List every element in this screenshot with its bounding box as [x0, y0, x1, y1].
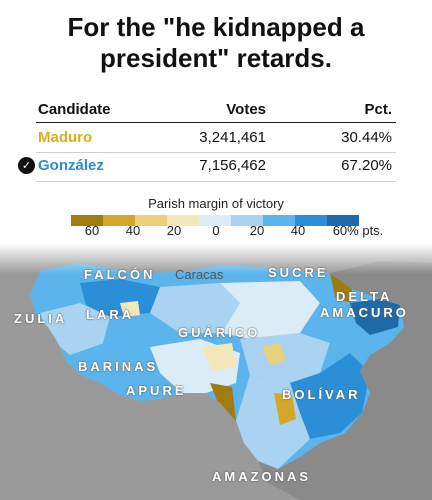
legend-swatch [167, 215, 199, 226]
vote-pct: 30.44% [341, 129, 392, 146]
legend-tick-label: 0 [212, 223, 220, 238]
header-divider [36, 122, 396, 123]
legend-swatch [135, 215, 167, 226]
label-guarico: GUÁRICO [178, 325, 261, 340]
label-barinas: BARINAS [78, 359, 159, 374]
legend-swatch [103, 215, 135, 226]
legend-swatch [231, 215, 263, 226]
legend-title: Parish margin of victory [148, 196, 284, 211]
label-apure: APURE [126, 383, 187, 398]
legend-swatch [199, 215, 231, 226]
vote-count: 3,241,461 [199, 129, 266, 146]
label-sucre: SUCRE [268, 265, 329, 280]
check-circle-icon: ✓ [18, 157, 35, 174]
label-lara: LARA [86, 307, 135, 322]
label-caracas: Caracas [175, 267, 224, 282]
label-zulia: ZULIA [14, 311, 68, 326]
candidate-name: Maduro [38, 129, 93, 146]
label-amacuro: AMACURO [320, 305, 409, 320]
legend-swatch [71, 215, 103, 226]
candidate-name: González [38, 157, 104, 174]
legend-swatch [327, 215, 359, 226]
header-candidate: Candidate [38, 101, 111, 118]
label-falcon: FALCÓN [84, 267, 156, 282]
legend-color-bar [71, 213, 359, 226]
headline-line-1: For the "he kidnapped a [67, 12, 365, 42]
header-pct: Pct. [364, 101, 392, 118]
legend-swatch [295, 215, 327, 226]
legend-tick-label: 40 [125, 223, 141, 238]
label-delta: DELTA [336, 289, 393, 304]
headline-line-2: president" retards. [100, 43, 332, 73]
row-divider [36, 181, 396, 182]
venezuela-parish-map [0, 243, 432, 500]
row-divider [36, 152, 396, 153]
vote-pct: 67.20% [341, 157, 392, 174]
vote-count: 7,156,462 [199, 157, 266, 174]
legend-tick-label: 60 [84, 223, 100, 238]
legend-tick-label: 20 [166, 223, 182, 238]
header-votes: Votes [226, 101, 266, 118]
table-row-maduro: Maduro 3,241,461 30.44% [20, 123, 396, 153]
legend-tick-label: 20 [249, 223, 265, 238]
headline: For the "he kidnapped a president" retar… [0, 12, 432, 74]
table-header: Candidate Votes Pct. [20, 95, 396, 125]
legend-swatch [263, 215, 295, 226]
legend-tick-label: 60% pts. [332, 223, 384, 238]
label-bolivar: BOLÍVAR [282, 387, 361, 402]
map-fade [0, 243, 432, 500]
label-amazonas: AMAZONAS [212, 469, 312, 484]
table-row-gonzalez: ✓ González 7,156,462 67.20% [18, 151, 396, 181]
legend-tick-label: 40 [290, 223, 306, 238]
